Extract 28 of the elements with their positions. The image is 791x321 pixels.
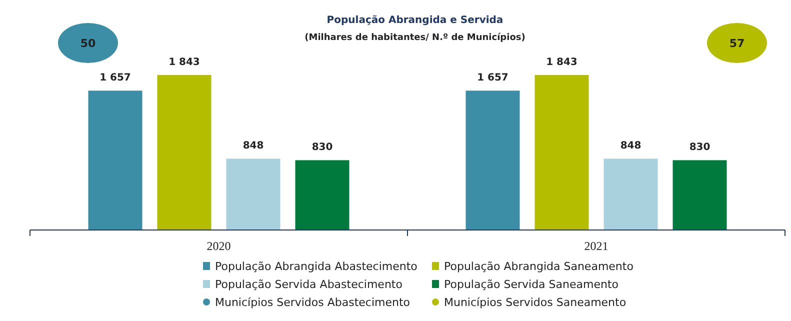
bar [157, 75, 212, 230]
bar [534, 75, 589, 230]
legend-label: Municípios Servidos Saneamento [444, 296, 626, 309]
bar [466, 90, 520, 230]
data-label: 1 657 [477, 72, 508, 84]
bar [295, 160, 350, 230]
data-label: 1 657 [100, 72, 131, 84]
chart-title: População Abrangida e Servida [326, 15, 504, 26]
bar [604, 158, 658, 230]
x-tick-label: 2021 [584, 239, 608, 253]
text: 57 [729, 37, 745, 50]
legend-label: População Servida Saneamento [444, 278, 619, 291]
data-label: 830 [312, 142, 333, 154]
bar [88, 90, 142, 230]
bar [672, 160, 727, 230]
data-label: 1 843 [168, 57, 200, 68]
x-tick-label: 2020 [206, 239, 231, 253]
bar [226, 158, 280, 230]
data-label: 830 [689, 142, 710, 154]
data-label: 848 [242, 140, 264, 152]
data-label: 1 843 [546, 57, 578, 68]
legend-label: Municípios Servidos Abastecimento [215, 296, 410, 309]
legend-label: População Abrangida Abastecimento [215, 260, 418, 273]
chart-subtitle: (Milhares de habitantes/ N.º de Municípios) [304, 32, 526, 43]
legend-label: População Abrangida Saneamento [444, 260, 634, 273]
legend-label: População Servida Abastecimento [215, 278, 403, 291]
data-label: 848 [620, 140, 642, 152]
text: 50 [80, 37, 96, 50]
